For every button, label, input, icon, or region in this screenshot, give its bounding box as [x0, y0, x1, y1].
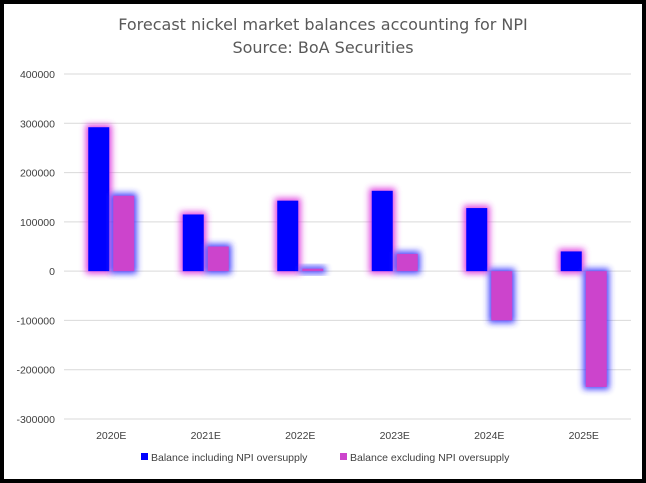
y-tick-label: -300000: [16, 414, 55, 426]
chart-title: Forecast nickel market balances accounti…: [118, 15, 528, 34]
bar-including-npi: [466, 208, 488, 272]
legend-swatch: [141, 453, 148, 460]
legend-label: Balance including NPI oversupply: [151, 452, 308, 464]
bar-including-npi: [88, 127, 110, 272]
bar-excluding-npi: [207, 246, 229, 272]
chart-subtitle: Source: BoA Securities: [232, 38, 413, 57]
y-tick-label: -200000: [16, 365, 55, 377]
x-tick-label: 2025E: [569, 430, 599, 442]
legend-label: Balance excluding NPI oversupply: [350, 452, 510, 464]
bars: [85, 124, 610, 390]
y-tick-label: 200000: [20, 168, 55, 180]
bar-excluding-npi: [491, 271, 513, 321]
bar-excluding-npi: [396, 253, 418, 272]
gridlines: [64, 73, 631, 420]
legend: Balance including NPI oversupply Balance …: [141, 452, 510, 464]
chart-frame: Forecast nickel market balances accounti…: [4, 4, 642, 479]
x-tick-label: 2022E: [285, 430, 315, 442]
bar-including-npi: [277, 200, 299, 272]
bar-including-npi: [371, 190, 393, 272]
bar-excluding-npi: [302, 268, 324, 272]
bar-excluding-npi: [113, 195, 135, 272]
y-tick-label: 400000: [20, 69, 55, 81]
y-tick-label: 0: [49, 266, 55, 278]
x-axis: 2020E 2021E 2022E 2023E 2024E 2025E: [96, 430, 599, 442]
x-tick-label: 2021E: [191, 430, 221, 442]
y-axis: 400000 300000 200000 100000 0 -100000 -200000 -…: [16, 69, 55, 426]
bar-excluding-npi: [585, 271, 607, 387]
bar-chart: Forecast nickel market balances accounti…: [16, 15, 631, 464]
x-tick-label: 2023E: [380, 430, 410, 442]
legend-swatch: [340, 453, 347, 460]
x-tick-label: 2020E: [96, 430, 126, 442]
bar-including-npi: [560, 251, 582, 272]
y-tick-label: -100000: [16, 315, 55, 327]
x-tick-label: 2024E: [474, 430, 504, 442]
y-tick-label: 300000: [20, 118, 55, 130]
y-tick-label: 100000: [20, 217, 55, 229]
bar-including-npi: [182, 214, 204, 272]
